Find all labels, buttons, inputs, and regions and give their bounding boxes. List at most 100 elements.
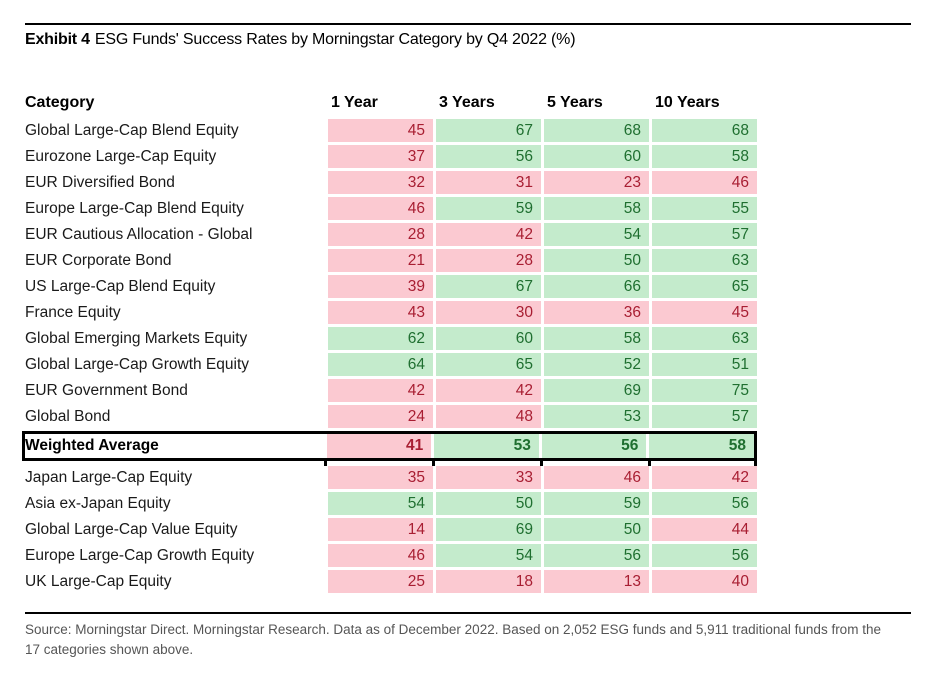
success-rate-cell: 63 <box>652 327 757 350</box>
success-rate-cell: 40 <box>652 570 757 593</box>
success-rate-cell: 65 <box>652 275 757 298</box>
success-rate-cell: 24 <box>328 405 433 428</box>
table-row: Asia ex-Japan Equity54505956 <box>25 492 757 515</box>
success-rate-cell: 56 <box>436 145 541 168</box>
grid-tick <box>324 461 327 466</box>
category-label: Global Large-Cap Blend Equity <box>25 119 325 142</box>
success-rate-cell: 45 <box>328 119 433 142</box>
column-header-1-year: 1 Year <box>328 93 433 112</box>
category-label: Europe Large-Cap Growth Equity <box>25 544 325 567</box>
success-rate-cell: 54 <box>436 544 541 567</box>
table-row: EUR Diversified Bond32312346 <box>25 171 757 194</box>
grid-tick <box>754 461 757 466</box>
category-label: EUR Corporate Bond <box>25 249 325 272</box>
success-rate-cell: 30 <box>436 301 541 324</box>
success-rate-cell: 59 <box>544 492 649 515</box>
column-header-3-years: 3 Years <box>436 93 541 112</box>
table-row: Global Bond24485357 <box>25 405 757 428</box>
table-row: EUR Cautious Allocation - Global28425457 <box>25 223 757 246</box>
success-rate-cell: 55 <box>652 197 757 220</box>
success-rate-cell: 52 <box>544 353 649 376</box>
success-rate-cell: 62 <box>328 327 433 350</box>
top-divider-rule <box>25 23 911 25</box>
category-label: Global Bond <box>25 405 325 428</box>
success-rate-cell: 46 <box>328 197 433 220</box>
success-rate-cell: 28 <box>436 249 541 272</box>
table-row: Japan Large-Cap Equity35334642 <box>25 466 757 489</box>
success-rate-cell: 48 <box>436 405 541 428</box>
category-label: Global Large-Cap Value Equity <box>25 518 325 541</box>
success-rate-table: Category 1 Year 3 Years 5 Years 10 Years… <box>25 93 757 596</box>
success-rate-cell: 58 <box>544 327 649 350</box>
table-row: EUR Government Bond42426975 <box>25 379 757 402</box>
category-label: Global Emerging Markets Equity <box>25 327 325 350</box>
success-rate-cell: 63 <box>652 249 757 272</box>
weighted-average-group: Weighted Average41535658 <box>25 431 757 461</box>
success-rate-cell: 56 <box>652 544 757 567</box>
success-rate-cell: 42 <box>436 223 541 246</box>
success-rate-cell: 35 <box>328 466 433 489</box>
success-rate-cell: 68 <box>544 119 649 142</box>
success-rate-cell: 65 <box>436 353 541 376</box>
success-rate-cell: 58 <box>652 145 757 168</box>
category-label: Asia ex-Japan Equity <box>25 492 325 515</box>
success-rate-cell: 13 <box>544 570 649 593</box>
success-rate-cell: 69 <box>544 379 649 402</box>
success-rate-cell: 56 <box>542 434 647 458</box>
category-label: Weighted Average <box>25 434 324 458</box>
success-rate-cell: 21 <box>328 249 433 272</box>
success-rate-cell: 42 <box>436 379 541 402</box>
success-rate-cell: 32 <box>328 171 433 194</box>
table-row: US Large-Cap Blend Equity39676665 <box>25 275 757 298</box>
rows-above-average-group: Global Large-Cap Blend Equity45676868 Eur… <box>25 119 757 428</box>
success-rate-cell: 69 <box>436 518 541 541</box>
table-row: Global Emerging Markets Equity62605863 <box>25 327 757 350</box>
success-rate-cell: 53 <box>434 434 539 458</box>
category-label: Global Large-Cap Growth Equity <box>25 353 325 376</box>
category-label: Europe Large-Cap Blend Equity <box>25 197 325 220</box>
grid-tick <box>648 461 651 466</box>
grid-tick <box>540 461 543 466</box>
success-rate-cell: 23 <box>544 171 649 194</box>
table-row: Eurozone Large-Cap Equity37566058 <box>25 145 757 168</box>
exhibit-title: Exhibit 4ESG Funds' Success Rates by Mor… <box>25 31 575 49</box>
success-rate-cell: 58 <box>544 197 649 220</box>
weighted-average-row: Weighted Average41535658 <box>22 431 757 461</box>
table-row: Europe Large-Cap Growth Equity46545656 <box>25 544 757 567</box>
category-label: France Equity <box>25 301 325 324</box>
success-rate-cell: 64 <box>328 353 433 376</box>
table-row: Global Large-Cap Blend Equity45676868 <box>25 119 757 142</box>
success-rate-cell: 46 <box>328 544 433 567</box>
success-rate-cell: 50 <box>544 249 649 272</box>
success-rate-cell: 67 <box>436 119 541 142</box>
category-label: UK Large-Cap Equity <box>25 570 325 593</box>
column-header-5-years: 5 Years <box>544 93 649 112</box>
success-rate-cell: 53 <box>544 405 649 428</box>
success-rate-cell: 56 <box>544 544 649 567</box>
success-rate-cell: 37 <box>328 145 433 168</box>
success-rate-cell: 36 <box>544 301 649 324</box>
success-rate-cell: 59 <box>436 197 541 220</box>
success-rate-cell: 51 <box>652 353 757 376</box>
success-rate-cell: 50 <box>436 492 541 515</box>
success-rate-cell: 46 <box>544 466 649 489</box>
success-rate-cell: 58 <box>649 434 754 458</box>
success-rate-cell: 14 <box>328 518 433 541</box>
success-rate-cell: 60 <box>544 145 649 168</box>
success-rate-cell: 75 <box>652 379 757 402</box>
success-rate-cell: 54 <box>328 492 433 515</box>
table-row: UK Large-Cap Equity25181340 <box>25 570 757 593</box>
success-rate-cell: 66 <box>544 275 649 298</box>
success-rate-cell: 42 <box>328 379 433 402</box>
success-rate-cell: 42 <box>652 466 757 489</box>
success-rate-cell: 25 <box>328 570 433 593</box>
table-row: EUR Corporate Bond21285063 <box>25 249 757 272</box>
column-header-10-years: 10 Years <box>652 93 757 112</box>
success-rate-cell: 50 <box>544 518 649 541</box>
category-label: EUR Diversified Bond <box>25 171 325 194</box>
success-rate-cell: 18 <box>436 570 541 593</box>
category-label: EUR Cautious Allocation - Global <box>25 223 325 246</box>
grid-tick <box>432 461 435 466</box>
success-rate-cell: 54 <box>544 223 649 246</box>
success-rate-cell: 31 <box>436 171 541 194</box>
